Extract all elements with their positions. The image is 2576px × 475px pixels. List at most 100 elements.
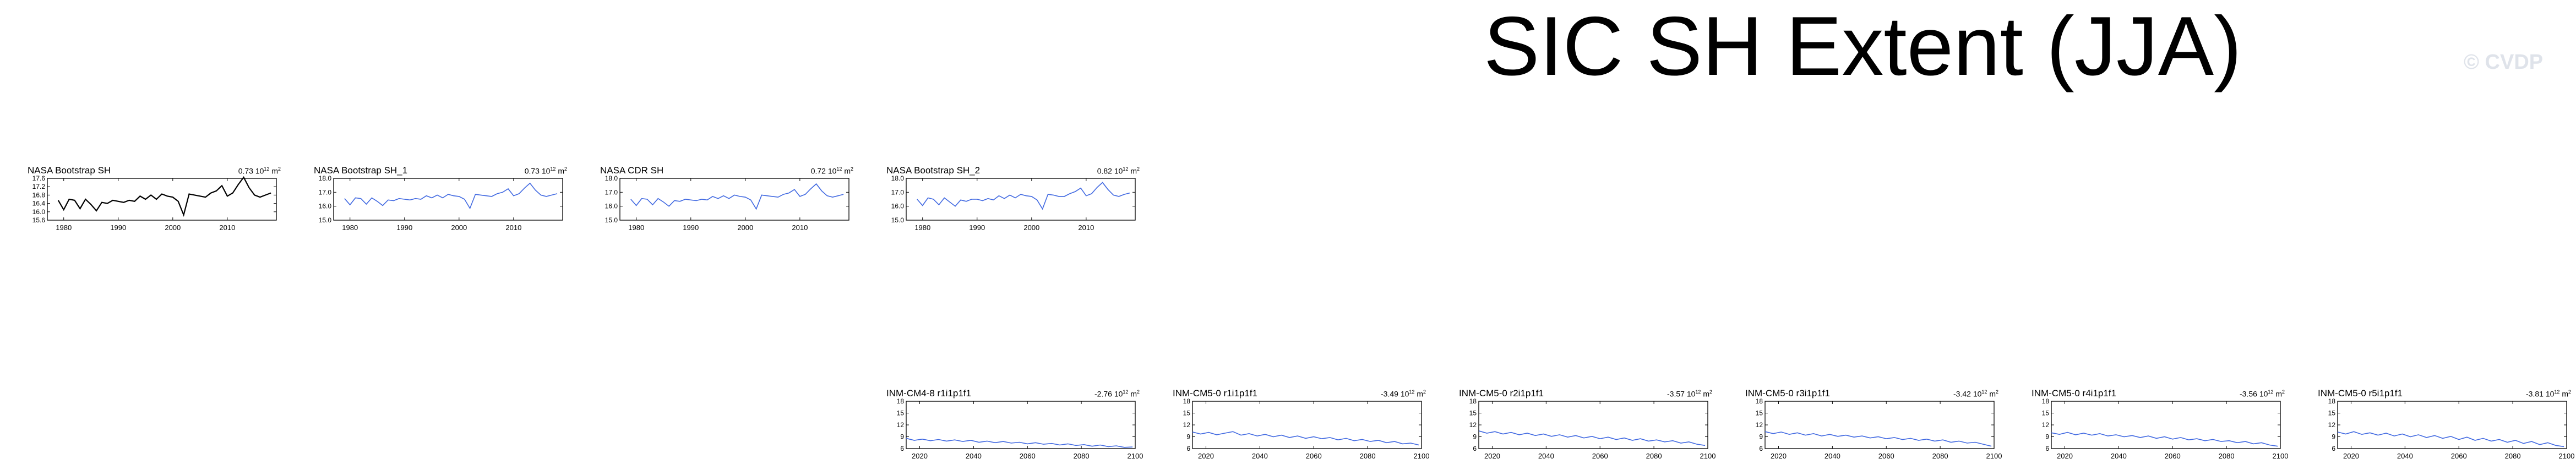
y-tick-label: 6 <box>2332 445 2335 452</box>
y-tick-label: 18 <box>2042 397 2050 405</box>
plot-frame <box>47 178 277 221</box>
x-tick-label: 2080 <box>2505 452 2521 460</box>
x-tick-label: 2020 <box>1484 452 1500 460</box>
chart-panel: NASA Bootstrap SH_2 0.82 1012 m2 15.0 16.… <box>886 165 1140 237</box>
chart-svg: 6 9 12 15 18 2020 2040 2060 2080 2100 <box>1469 397 1716 460</box>
y-tick-label: 17.0 <box>319 188 332 196</box>
y-tick-label: 17.0 <box>891 188 905 196</box>
y-tick-label: 18.0 <box>891 174 905 182</box>
series-line <box>917 182 1130 210</box>
x-tick-label: 1990 <box>110 223 126 232</box>
series-line <box>630 183 844 210</box>
y-tick-label: 18 <box>897 397 905 405</box>
x-tick-label: 2020 <box>2343 452 2359 460</box>
chart-svg: 6 9 12 15 18 2020 2040 2060 2080 2100 <box>2042 397 2289 460</box>
chart-svg: 6 9 12 15 18 2020 2040 2060 2080 2100 <box>897 397 1143 460</box>
series-line <box>1192 431 1419 446</box>
y-tick-label: 6 <box>1186 445 1190 452</box>
chart-panel: INM-CM5-0 r3i1p1f1 -3.42 1012 m2 6 9 12 15 1… <box>1745 388 2002 465</box>
x-tick-label: 2010 <box>505 223 521 232</box>
plot-frame <box>333 178 563 221</box>
y-tick-label: 12 <box>2328 421 2336 429</box>
panel-title: NASA Bootstrap SH_1 <box>314 165 408 176</box>
x-tick-label: 1980 <box>914 223 930 232</box>
plot-frame <box>1192 401 1422 449</box>
trend-label: -3.56 1012 m2 <box>2240 389 2285 398</box>
x-tick-label: 2010 <box>792 223 808 232</box>
x-tick-label: 1990 <box>396 223 412 232</box>
trend-label: 0.73 1012 m2 <box>238 166 281 176</box>
x-tick-label: 2040 <box>2111 452 2127 460</box>
x-tick-label: 2060 <box>1306 452 1322 460</box>
chart-svg: 15.616.016.416.817.217.6 1980 1990 2000 2010 <box>32 174 277 232</box>
chart-svg: 15.0 16.0 17.0 18.0 1980 1990 2000 2010 <box>605 174 849 232</box>
panel-title: INM-CM5-0 r5i1p1f1 <box>2318 388 2403 398</box>
x-tick-label: 2060 <box>2451 452 2467 460</box>
x-tick-label: 2060 <box>1878 452 1894 460</box>
y-tick-label: 9 <box>1186 433 1190 441</box>
x-tick-label: 1990 <box>969 223 985 232</box>
x-tick-label: 2020 <box>1198 452 1214 460</box>
plot-frame <box>906 401 1136 449</box>
y-tick-label: 16.0 <box>32 208 46 216</box>
chart-panel: INM-CM5-0 r4i1p1f1 -3.56 1012 m2 6 9 12 15 1… <box>2032 388 2289 465</box>
plot-frame <box>619 178 849 221</box>
y-tick-label: 6 <box>900 445 904 452</box>
series-line <box>2337 431 2564 447</box>
y-tick-label: 17.0 <box>605 188 618 196</box>
y-tick-label: 15 <box>2328 410 2336 417</box>
panel-title: NASA CDR SH <box>600 165 664 176</box>
trend-label: 0.82 1012 m2 <box>1097 166 1140 176</box>
y-tick-label: 12 <box>1756 421 1763 429</box>
y-tick-label: 12 <box>1469 421 1477 429</box>
y-tick-label: 15 <box>897 410 905 417</box>
plot-frame <box>1478 401 1708 449</box>
chart-panel: NASA Bootstrap SH_1 0.73 1012 m2 15.0 16.… <box>314 165 567 237</box>
series-line <box>906 438 1133 448</box>
y-tick-label: 12 <box>2042 421 2050 429</box>
x-tick-label: 2040 <box>1825 452 1840 460</box>
y-tick-label: 15 <box>1183 410 1191 417</box>
y-tick-label: 15 <box>2042 410 2050 417</box>
series-line <box>57 176 271 217</box>
series-line <box>344 182 558 210</box>
x-tick-label: 2000 <box>737 223 753 232</box>
chart-panel: INM-CM5-0 r1i1p1f1 -3.49 1012 m2 6 9 12 15 1… <box>1173 388 1429 465</box>
panel-title: NASA Bootstrap SH_2 <box>886 165 981 176</box>
series-line <box>2051 432 2278 447</box>
y-tick-label: 15 <box>1469 410 1477 417</box>
trend-label: -3.49 1012 m2 <box>1381 389 1426 398</box>
trend-label: 0.73 1012 m2 <box>524 166 567 176</box>
x-tick-label: 2040 <box>1538 452 1554 460</box>
y-tick-label: 15.0 <box>319 216 332 224</box>
y-tick-label: 16.0 <box>605 203 618 210</box>
chart-panel: INM-CM4-8 r1i1p1f1 -2.76 1012 m2 6 9 12 15 1… <box>886 388 1143 465</box>
x-tick-label: 2020 <box>2057 452 2073 460</box>
y-tick-label: 18 <box>1756 397 1763 405</box>
trend-label: -2.76 1012 m2 <box>1094 389 1140 398</box>
y-tick-label: 9 <box>1473 433 1477 441</box>
x-tick-label: 2010 <box>1078 223 1094 232</box>
y-tick-label: 15.6 <box>32 216 46 224</box>
trend-label: -3.57 1012 m2 <box>1667 389 1712 398</box>
x-tick-label: 2040 <box>2397 452 2413 460</box>
y-tick-label: 18 <box>1469 397 1477 405</box>
y-tick-label: 16.0 <box>319 203 332 210</box>
panel-title: INM-CM5-0 r2i1p1f1 <box>1459 388 1544 398</box>
x-tick-label: 2080 <box>1646 452 1662 460</box>
x-tick-label: 2080 <box>1360 452 1376 460</box>
chart-panel: INM-CM5-0 r2i1p1f1 -3.57 1012 m2 6 9 12 15 1… <box>1459 388 1716 465</box>
y-tick-label: 15 <box>1756 410 1763 417</box>
chart-svg: 6 9 12 15 18 2020 2040 2060 2080 2100 <box>1756 397 2002 460</box>
x-tick-label: 2100 <box>1128 452 1143 460</box>
y-tick-label: 18 <box>2328 397 2336 405</box>
x-tick-label: 2100 <box>2273 452 2289 460</box>
y-tick-label: 15.0 <box>891 216 905 224</box>
series-line <box>1478 430 1706 446</box>
x-tick-label: 2010 <box>219 223 235 232</box>
panel-title: NASA Bootstrap SH <box>28 165 111 176</box>
x-tick-label: 1980 <box>628 223 644 232</box>
panel-title: INM-CM5-0 r3i1p1f1 <box>1745 388 1830 398</box>
x-tick-label: 2100 <box>1986 452 2002 460</box>
x-tick-label: 2060 <box>2165 452 2181 460</box>
